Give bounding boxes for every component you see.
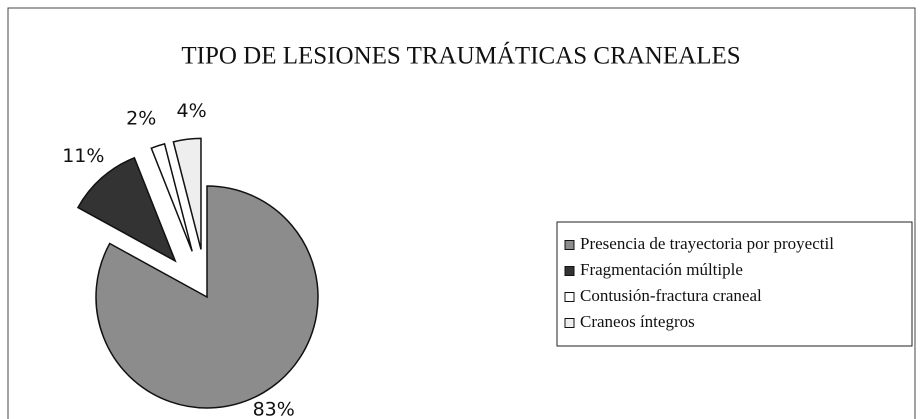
data-label: 83% — [253, 398, 295, 419]
pie-slice — [76, 156, 177, 263]
data-label: 4% — [176, 100, 206, 122]
chart-title: TIPO DE LESIONES TRAUMÁTICAS CRANEALES — [181, 42, 740, 70]
legend-swatch — [564, 240, 575, 250]
pie-slice — [150, 142, 193, 252]
frame — [7, 7, 916, 419]
legend-swatch — [564, 292, 575, 302]
legend-swatch — [564, 266, 575, 276]
pie-slice — [172, 137, 202, 250]
legend-label: Contusión-fractura craneal — [580, 286, 762, 305]
data-label: 2% — [126, 108, 156, 130]
legend-box — [556, 221, 913, 347]
pie-slice — [95, 185, 319, 409]
legend-swatch — [564, 318, 575, 328]
data-label: 11% — [62, 145, 104, 167]
legend-label: Craneos íntegros — [580, 312, 695, 331]
legend-label: Fragmentación múltiple — [580, 260, 743, 279]
legend-label: Presencia de trayectoria por proyectil — [580, 234, 834, 253]
